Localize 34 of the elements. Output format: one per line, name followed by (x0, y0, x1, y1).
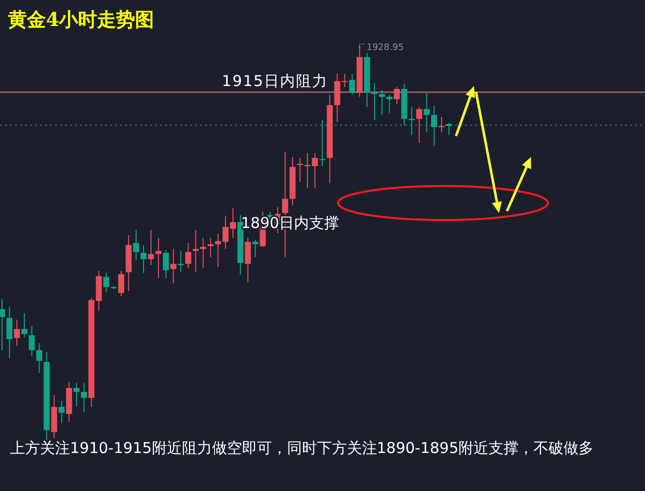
candlestick (416, 106, 422, 144)
candlestick (394, 86, 400, 104)
candlestick (28, 326, 35, 357)
annotation: 1928.95 (366, 43, 404, 53)
candlestick (170, 248, 176, 284)
candlestick (446, 122, 452, 136)
candlestick (21, 312, 28, 338)
candlestick (148, 230, 154, 266)
candlestick (349, 73, 356, 96)
chart-title: 黄金4小时走势图 (7, 9, 154, 31)
candlestick (80, 382, 87, 413)
candlestick (36, 342, 42, 374)
candlestick (58, 400, 65, 424)
candlestick (192, 230, 199, 273)
candlestick (244, 237, 251, 283)
annotation: 上方关注1910-1915附近阻力做空即可，同时下方关注1890-1895附近支撑，不破做多 (10, 438, 595, 458)
candlestick (133, 230, 140, 260)
candlestick (162, 250, 169, 279)
candlestick (118, 270, 124, 297)
candlestick (424, 92, 430, 132)
candlestick (200, 237, 206, 268)
ref-line-label: 1915日内阻力 (222, 72, 328, 90)
candlestick (14, 319, 20, 346)
candlestick (103, 272, 110, 292)
candlestick (140, 244, 147, 274)
candlestick (0, 298, 5, 351)
candlestick (319, 120, 326, 167)
candlestick (185, 242, 192, 268)
candlestick (208, 237, 214, 258)
candlestick (155, 237, 162, 279)
candlestick (6, 306, 12, 359)
candlestick (74, 382, 80, 407)
candlestick (431, 105, 438, 147)
candlestick (378, 90, 385, 116)
